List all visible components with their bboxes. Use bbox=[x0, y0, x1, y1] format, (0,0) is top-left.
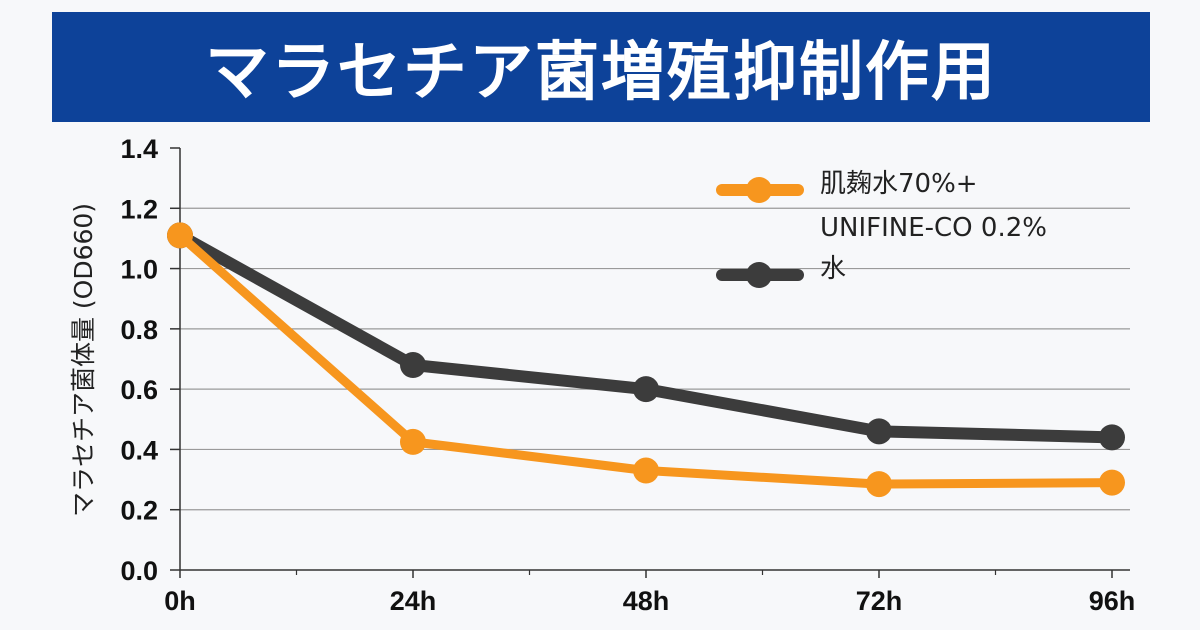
data-point bbox=[1099, 469, 1125, 496]
y-tick-label: 1.0 bbox=[120, 255, 158, 285]
data-point bbox=[400, 352, 426, 379]
data-point bbox=[167, 222, 193, 249]
title-banner: マラセチア菌増殖抑制作用 bbox=[52, 12, 1150, 122]
data-point bbox=[1099, 424, 1125, 451]
x-tick-label: 0h bbox=[164, 586, 196, 616]
legend: 肌麹水70%+ UNIFINE-CO 0.2% 水 bbox=[716, 169, 1047, 288]
series-1 bbox=[167, 222, 1125, 451]
data-point bbox=[866, 418, 892, 445]
y-tick-label: 0.6 bbox=[120, 375, 158, 405]
series-0 bbox=[167, 222, 1125, 498]
x-tick-label: 72h bbox=[856, 586, 903, 616]
y-axis-label: マラセチア菌体量 (OD660) bbox=[69, 203, 98, 517]
series-line bbox=[177, 232, 1113, 489]
x-tick-label: 96h bbox=[1089, 586, 1136, 616]
data-point bbox=[633, 457, 659, 484]
x-tick-label: 48h bbox=[623, 586, 670, 616]
data-point bbox=[633, 376, 659, 403]
legend-swatch-marker bbox=[746, 262, 772, 288]
series-line bbox=[177, 230, 1113, 444]
y-tick-label: 1.4 bbox=[120, 134, 158, 164]
legend-label: 水 bbox=[820, 254, 846, 284]
page-title: マラセチア菌増殖抑制作用 bbox=[205, 36, 997, 110]
data-point bbox=[400, 428, 426, 455]
y-tick-label: 0.4 bbox=[120, 435, 158, 465]
x-tick-label: 24h bbox=[390, 586, 437, 616]
legend-label-line2: UNIFINE-CO 0.2% bbox=[820, 213, 1047, 243]
legend-swatch-marker bbox=[746, 177, 772, 203]
y-tick-label: 0.0 bbox=[120, 556, 158, 586]
legend-label: 肌麹水70%+ bbox=[820, 169, 978, 199]
data-point bbox=[866, 471, 892, 498]
y-tick-label: 1.2 bbox=[120, 194, 158, 224]
y-tick-label: 0.8 bbox=[120, 315, 158, 345]
y-tick-label: 0.2 bbox=[120, 496, 158, 526]
